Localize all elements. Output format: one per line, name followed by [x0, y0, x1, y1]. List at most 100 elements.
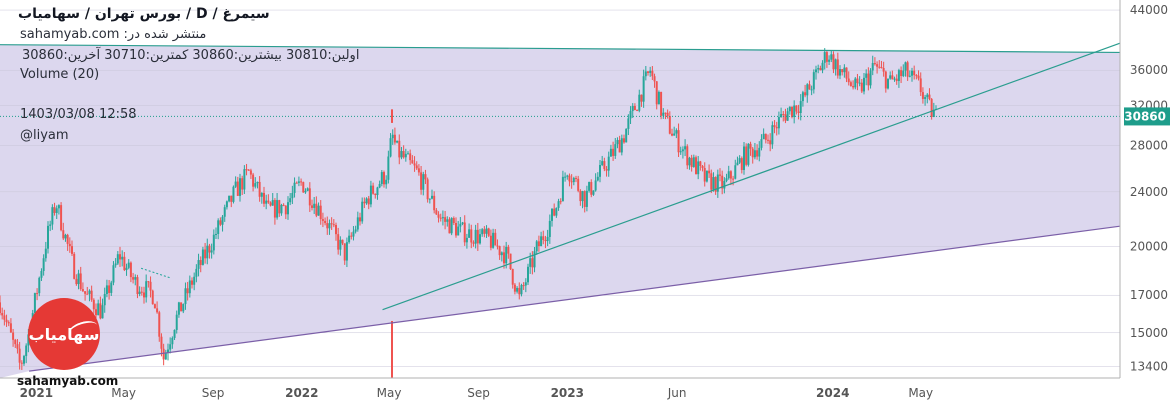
candle-body [463, 222, 466, 243]
candle-body [675, 130, 678, 134]
candle-body [847, 78, 850, 83]
candle-body [306, 188, 309, 191]
candle-body [793, 105, 796, 118]
candle-body [422, 174, 425, 190]
candle-body [284, 205, 287, 215]
candle-body [679, 151, 682, 153]
candle-body [703, 168, 706, 182]
candle-body [136, 277, 139, 295]
candle-body [9, 323, 12, 333]
candle-body [247, 169, 250, 171]
candle-body [612, 148, 615, 156]
y-tick-label: 24000 [1130, 185, 1168, 199]
candle-body [186, 288, 189, 294]
candle-body [391, 134, 394, 139]
candle-body [487, 228, 490, 236]
candle-body [184, 288, 187, 305]
candle-body [308, 188, 311, 206]
candle-body [527, 266, 529, 283]
candle-body [880, 67, 883, 69]
ohlc-readout: اولین:30810 بیشترین:30860 کمترین:30710 آ… [22, 48, 360, 63]
candle-body [33, 293, 36, 314]
candle-body [607, 156, 610, 171]
candle-body [293, 182, 296, 193]
candle-body [832, 54, 835, 70]
candle-body [474, 229, 477, 244]
candle-body [5, 319, 8, 323]
candle-body [825, 52, 828, 62]
candle-body [280, 204, 283, 214]
candle-body [507, 246, 510, 254]
candle-body [882, 68, 885, 72]
candle-body [121, 256, 124, 260]
candle-body [858, 82, 861, 84]
candle-body [73, 253, 76, 279]
candle-body [503, 252, 505, 264]
candle-body [583, 191, 586, 207]
candle-body [208, 245, 211, 253]
volume-indicator-label[interactable]: Volume (20) [20, 67, 100, 82]
candle-body [551, 208, 553, 221]
candle-body [812, 72, 815, 90]
candle-body [570, 181, 573, 183]
candle-body [791, 106, 793, 118]
candle-body [836, 59, 839, 76]
candle-body [457, 226, 460, 236]
candle-body [175, 314, 178, 330]
candle-body [773, 125, 776, 127]
candle-body [784, 114, 787, 121]
candle-body [42, 258, 45, 271]
candle-body [655, 81, 658, 105]
candle-body [221, 216, 224, 225]
candle-body [147, 281, 150, 283]
candle-body [75, 278, 78, 285]
candle-body [354, 229, 357, 232]
candle-body [839, 69, 841, 76]
candle-body [603, 161, 606, 170]
candle-body [315, 203, 318, 216]
candle-body [66, 234, 69, 244]
candle-body [7, 322, 10, 324]
author-handle: @liyam [20, 128, 69, 143]
candle-body [167, 349, 169, 353]
candle-body [673, 133, 676, 136]
candle-body [452, 218, 455, 223]
candle-body [505, 246, 508, 264]
candle-body [455, 222, 457, 236]
channel-lower-line [29, 225, 1121, 372]
candle-body [747, 143, 750, 165]
candle-body [245, 169, 248, 171]
candle-body [642, 76, 645, 102]
candle-body [258, 181, 261, 197]
candle-body [782, 114, 785, 116]
candle-body [62, 230, 65, 239]
candle-body [660, 91, 663, 116]
publish-datetime: 1403/03/08 12:58 [20, 107, 137, 122]
candle-body [662, 112, 665, 116]
candle-body [3, 315, 6, 320]
candle-body [304, 190, 307, 193]
candle-body [376, 187, 379, 196]
x-tick-label: 2021 [20, 386, 53, 400]
candle-body [553, 208, 556, 216]
candle-body [389, 138, 392, 157]
candle-body [810, 89, 813, 91]
candle-body [23, 356, 25, 364]
candle-body [533, 251, 536, 268]
x-tick-label: Sep [202, 386, 225, 400]
candle-body [710, 173, 713, 190]
candle-body [84, 291, 87, 294]
candle-body [328, 223, 331, 229]
candle-body [596, 176, 599, 181]
candle-body [311, 205, 313, 208]
candle-body [145, 281, 148, 298]
candle-body [599, 165, 601, 177]
candle-body [721, 175, 724, 189]
candle-body [105, 285, 108, 295]
candle-body [649, 70, 652, 73]
candle-body [201, 249, 204, 265]
candle-body [657, 91, 660, 105]
candle-body [841, 69, 844, 73]
candle-body [666, 112, 669, 117]
